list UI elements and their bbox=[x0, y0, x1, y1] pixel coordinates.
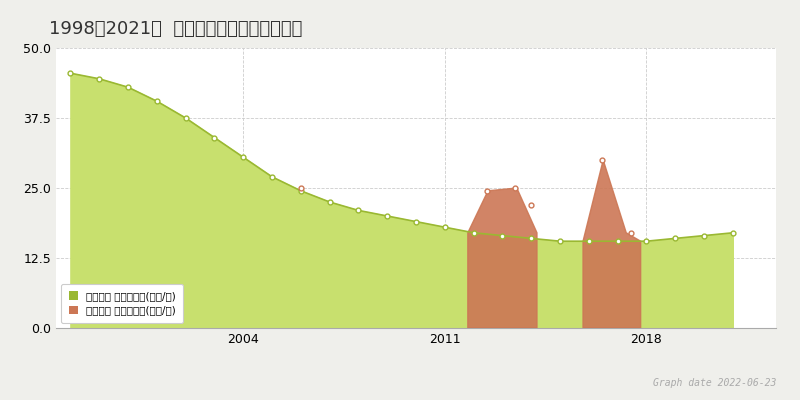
Legend: 地価公示 平均坪単価(万円/坪), 取引価格 平均坪単価(万円/坪): 地価公示 平均坪単価(万円/坪), 取引価格 平均坪単価(万円/坪) bbox=[62, 284, 183, 323]
Polygon shape bbox=[468, 188, 537, 328]
Text: Graph date 2022-06-23: Graph date 2022-06-23 bbox=[653, 378, 776, 388]
Text: 1998～2021年  神戸市西区宮下の地価推移: 1998～2021年 神戸市西区宮下の地価推移 bbox=[49, 20, 302, 38]
Polygon shape bbox=[583, 160, 641, 328]
